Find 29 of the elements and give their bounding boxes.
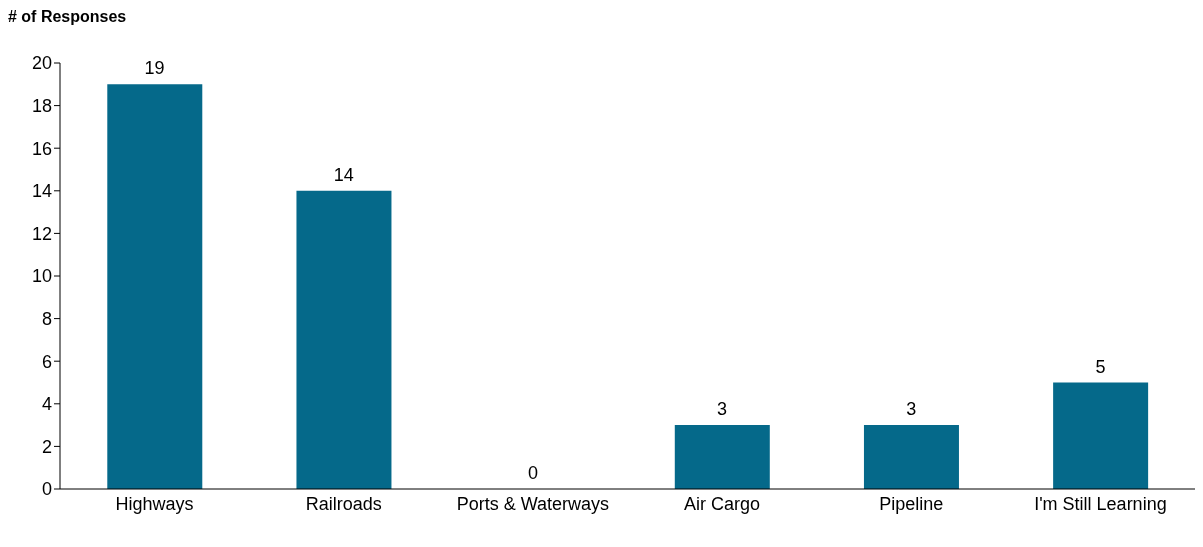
x-tick-label: Railroads <box>305 493 382 514</box>
y-tick-label: 12 <box>31 223 52 244</box>
y-axis-title: # of Responses <box>8 8 127 26</box>
data-label: 5 <box>1095 356 1106 377</box>
data-label: 14 <box>333 164 354 185</box>
bar <box>296 190 392 489</box>
bar <box>863 425 959 489</box>
y-tick-label: 8 <box>41 308 52 329</box>
x-tick-label: Ports & Waterways <box>456 493 610 514</box>
y-tick-label: 14 <box>31 181 52 202</box>
y-tick-label: 10 <box>31 266 52 287</box>
data-label: 0 <box>527 463 538 483</box>
x-tick-label: I'm Still Learning <box>1034 493 1167 514</box>
x-tick-label: Air Cargo <box>684 493 761 514</box>
data-label: 3 <box>717 399 728 420</box>
x-tick-label: Highways <box>115 493 194 514</box>
y-tick-label: 16 <box>31 138 52 159</box>
bar <box>674 425 770 489</box>
y-tick-label: 4 <box>41 394 52 415</box>
x-tick-label: Pipeline <box>879 493 944 514</box>
bar <box>1053 382 1149 489</box>
y-tick-label: 6 <box>41 351 52 372</box>
y-tick-label: 18 <box>31 95 52 116</box>
data-label: 3 <box>906 399 917 420</box>
bar <box>107 84 203 489</box>
y-tick-label: 20 <box>31 53 52 74</box>
data-label: 19 <box>144 58 165 79</box>
y-tick-label: 2 <box>41 436 52 457</box>
y-tick-label: 0 <box>41 479 52 500</box>
